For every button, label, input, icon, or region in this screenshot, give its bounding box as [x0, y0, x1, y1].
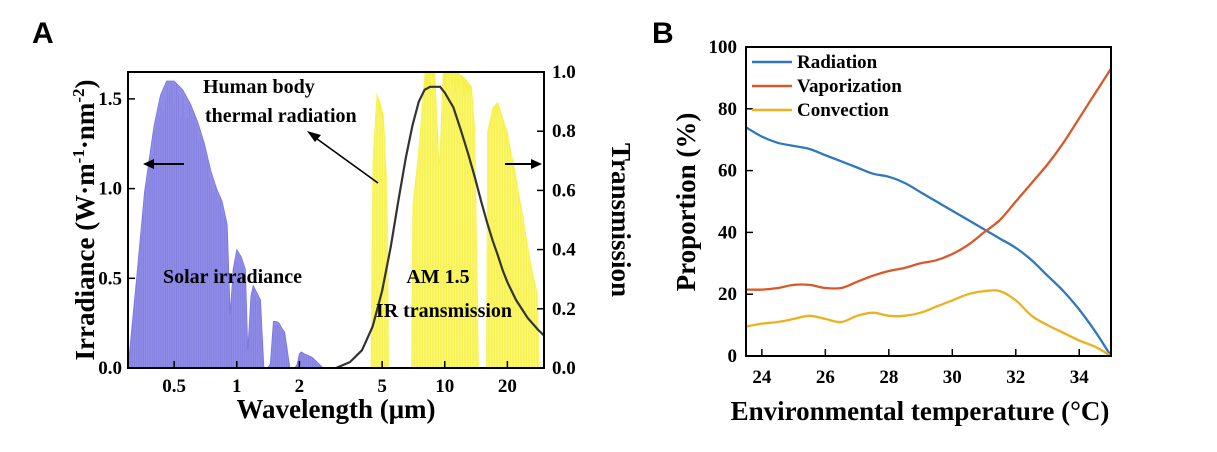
- x-tick-label: 1: [232, 376, 242, 397]
- x-tick-label: 26: [816, 367, 835, 388]
- human-radiation-label-line2: thermal radiation: [205, 105, 357, 127]
- y-tick-label: 0: [728, 346, 738, 367]
- ir-transmission-stripes: [371, 73, 539, 368]
- y2-tick-label: 0.2: [552, 299, 576, 320]
- x-tick-label: 5: [377, 376, 387, 397]
- y-tick-label: 20: [718, 284, 737, 305]
- x-tick-label: 10: [435, 376, 454, 397]
- y2-tick-label: 0.6: [552, 180, 576, 201]
- panel-b-plot-area: [746, 67, 1111, 356]
- y2-tick-label: 0.4: [552, 240, 576, 261]
- panel-a-x-ticks: 0.5 1 2 5 10 20: [162, 361, 517, 397]
- ylabel-sup1: -1: [69, 149, 88, 163]
- am-label-line1: AM 1.5: [406, 266, 469, 288]
- ylabel-part2: ·nm: [70, 102, 100, 149]
- y-tick-label: 1.5: [98, 89, 122, 110]
- x-tick-label: 32: [1006, 367, 1025, 388]
- panel-b-letter: B: [652, 17, 674, 50]
- x-tick-label: 30: [943, 367, 962, 388]
- legend-label-convection: Convection: [797, 100, 889, 121]
- am-label-line2: IR transmission: [376, 300, 512, 322]
- human-radiation-pointer-arrow: [307, 131, 379, 184]
- x-tick-label: 0.5: [162, 376, 186, 397]
- x-tick-label: 28: [879, 367, 898, 388]
- solar-irradiance-area: [128, 80, 324, 368]
- panel-b-y-ticks: 0 20 40 60 80 100: [709, 37, 753, 367]
- y-tick-label: 80: [718, 99, 737, 120]
- legend-label-vaporization: Vaporization: [797, 76, 902, 97]
- panel-a-chart: 0.5 1 2 5 10 20 0.0 0.5 1.0 1.5 0.0 0.2 0.4 0.6 0.8 1…: [69, 62, 636, 424]
- y2-tick-label: 0.0: [552, 358, 576, 379]
- panel-b-frame: [745, 46, 1112, 357]
- y-tick-label: 0.0: [98, 358, 122, 379]
- radiation-line: [746, 126, 1111, 356]
- vaporization-line: [746, 67, 1111, 291]
- ylabel-part3: ): [70, 79, 100, 88]
- y-tick-label: 60: [718, 161, 737, 182]
- solar-irradiance-label: Solar irradiance: [163, 266, 302, 288]
- right-axis-arrow: [505, 159, 542, 169]
- x-tick-label: 2: [295, 376, 305, 397]
- human-radiation-curve: [335, 85, 544, 368]
- panel-b-legend: Radiation Vaporization Convection: [752, 52, 902, 121]
- panel-a-y2-axis-title: Transmission: [606, 143, 636, 297]
- ylabel-sup2: -2: [69, 88, 88, 102]
- x-tick-label: 34: [1070, 367, 1090, 388]
- ylabel-part1: Irradiance (W·m: [70, 163, 100, 361]
- solar-irradiance-stripes: [129, 83, 322, 368]
- human-radiation-label-line1: Human body: [203, 76, 315, 98]
- x-tick-label: 20: [498, 376, 517, 397]
- panel-a-frame: [127, 71, 545, 369]
- panel-a-y2-ticks: 0.0 0.2 0.4 0.6 0.8 1.0: [537, 62, 576, 379]
- y-tick-label: 40: [718, 222, 737, 243]
- y-tick-label: 1.0: [98, 179, 122, 200]
- panel-b-x-axis-title: Environmental temperature (°C): [731, 396, 1110, 426]
- panel-a-y-ticks: 0.0 0.5 1.0 1.5: [98, 89, 135, 379]
- panel-b-x-ticks: 24 26 28 30 32 34: [752, 349, 1089, 388]
- panel-a-plot-area: [128, 72, 544, 368]
- legend-label-radiation: Radiation: [797, 52, 878, 73]
- panel-a-x-axis-title: Wavelength (μm): [236, 394, 435, 424]
- panel-b-chart: 24 26 28 30 32 34 0 20 40 60 80 100 Environmental …: [671, 37, 1112, 426]
- y-tick-label: 100: [709, 37, 738, 58]
- panel-b-y-axis-title: Proportion (%): [671, 113, 701, 292]
- convection-line: [746, 289, 1111, 356]
- y-tick-label: 0.5: [98, 268, 122, 289]
- panel-a-y-axis-title: Irradiance (W·m-1·nm-2): [69, 79, 100, 360]
- left-axis-arrow: [143, 159, 184, 169]
- panel-a-letter: A: [32, 17, 54, 50]
- y2-tick-label: 0.8: [552, 121, 576, 142]
- x-tick-label: 24: [752, 367, 772, 388]
- y2-tick-label: 1.0: [552, 62, 576, 83]
